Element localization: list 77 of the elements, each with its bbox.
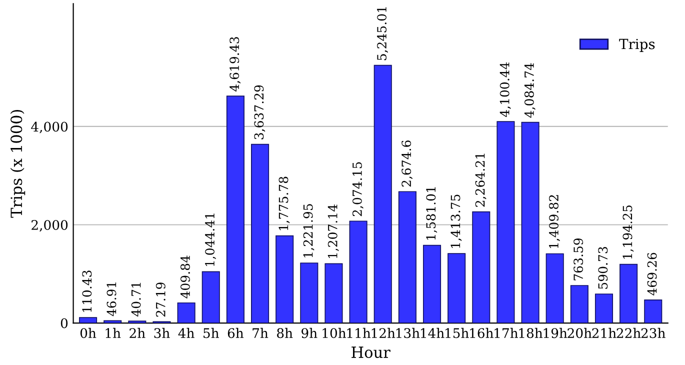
y-tick-label: 2,000 [32,220,68,232]
data-label: 5,245.01 [377,7,388,60]
x-tick-label: 11h [347,328,371,338]
bar [546,253,564,324]
data-label: 1,413.75 [450,194,462,248]
data-label: 4,084.74 [524,63,536,118]
data-label: 4,100.44 [500,62,511,117]
data-label: 2,074.15 [352,162,364,216]
data-label: 1,409.82 [549,195,560,248]
data-label: 1,221.95 [303,204,314,258]
bar [104,320,122,324]
x-tick-label: 15h [446,328,469,338]
x-tick-label: 10h [322,328,346,338]
bar [422,244,442,324]
data-label: 409.84 [180,256,190,298]
x-tick-label: 18h [519,328,543,338]
bar [251,144,270,324]
x-tick-label: 0h [80,328,96,338]
data-label: 2,674.6 [402,140,413,187]
bar [521,122,540,324]
x-tick-label: 8h [277,328,293,338]
data-label: 1,044.41 [205,214,216,266]
data-label: 469.26 [647,252,657,296]
bar [177,302,196,324]
data-label: 1,194.25 [622,205,634,259]
bar [349,220,368,324]
x-tick-label: 6h [228,328,244,338]
data-label: 590.73 [598,247,608,289]
bar [324,263,343,324]
bar [496,121,515,324]
bar [276,235,294,324]
x-tick-label: 2h [130,328,146,338]
bar [448,253,466,324]
bar [398,191,416,324]
x-tick-label: 5h [204,328,219,338]
data-label: 46.91 [106,282,116,316]
y-tick-label: 0 [60,318,68,328]
x-tick-label: 1h [106,328,121,338]
data-label: 4,619.43 [230,37,241,92]
data-label: 1,581.01 [426,187,438,240]
data-label: 3,637.29 [254,85,266,140]
data-label: 40.71 [131,282,141,316]
bar [644,300,662,324]
bar [472,211,490,324]
x-tick-label: 4h [178,328,194,338]
x-tick-label: 3h [154,328,170,338]
bar [374,64,392,324]
x-tick-label: 9h [302,328,318,338]
bar [202,271,220,324]
x-tick-label: 17h [494,328,518,338]
legend-label: Trips [619,38,655,52]
x-tick-label: 23h [641,328,666,338]
bar [128,320,146,324]
data-label: 1,207.14 [328,204,339,258]
x-tick-label: 13h [396,328,420,338]
x-axis-title: Hour [352,346,390,358]
data-label: 1,775.78 [278,176,290,230]
data-label: 2,264.21 [475,154,486,207]
bar [594,294,614,324]
x-tick-label: 22h [616,328,641,338]
data-label: 763.59 [574,238,584,280]
data-label: 27.19 [156,282,166,317]
bar [226,96,244,324]
bar [79,317,98,324]
bar [300,262,318,324]
x-tick-label: 16h [470,328,494,338]
x-tick-label: 7h [252,328,268,338]
x-tick-label: 12h [372,328,396,338]
x-tick-label: 19h [544,328,568,338]
data-label: 110.43 [82,270,92,312]
bar [570,285,588,324]
y-axis-title: Trips (x 1000) [10,110,26,218]
x-tick-label: 20h [568,328,592,338]
x-tick-label: 14h [420,328,444,338]
x-tick-label: 21h [592,328,616,338]
bar [620,264,638,324]
y-tick-label: 4,000 [31,122,68,134]
